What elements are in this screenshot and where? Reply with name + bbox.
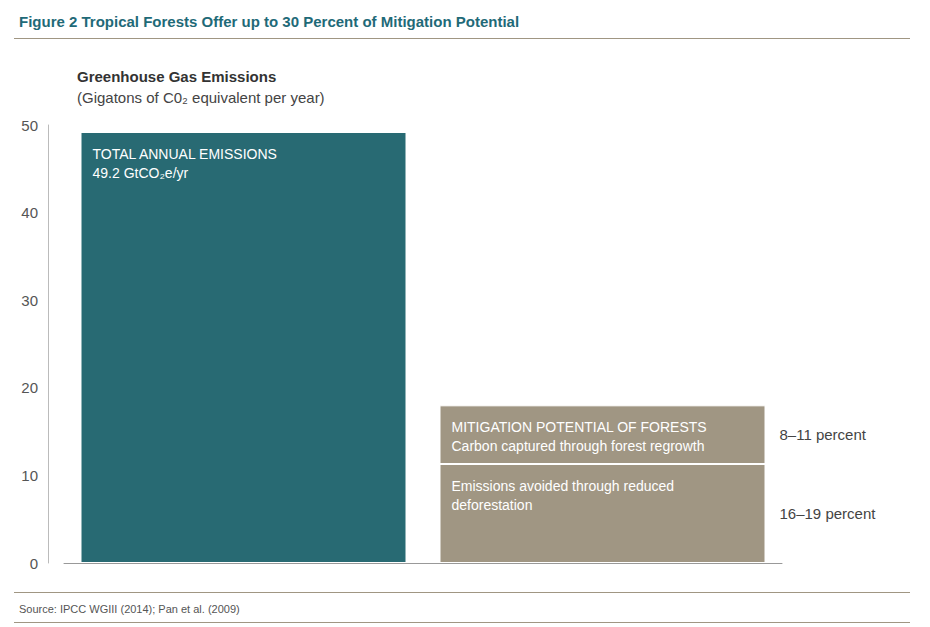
svg-text:TOTAL ANNUAL EMISSIONS: TOTAL ANNUAL EMISSIONS (93, 146, 277, 162)
svg-text:0: 0 (30, 555, 38, 572)
svg-text:deforestation: deforestation (452, 497, 533, 513)
svg-text:Source: IPCC WGIII (2014); Pan: Source: IPCC WGIII (2014); Pan et al. (2… (19, 603, 240, 615)
svg-text:10: 10 (21, 467, 38, 484)
svg-text:Figure 2 Tropical Forests Offe: Figure 2 Tropical Forests Offer up to 30… (19, 13, 519, 30)
svg-text:30: 30 (21, 292, 38, 309)
svg-text:Emissions avoided through redu: Emissions avoided through reduced (452, 478, 678, 494)
svg-text:Greenhouse Gas Emissions: Greenhouse Gas Emissions (77, 68, 276, 85)
svg-text:40: 40 (21, 204, 38, 221)
svg-text:50: 50 (21, 117, 38, 134)
svg-text:49.2 GtCO₂e/yr: 49.2 GtCO₂e/yr (93, 165, 189, 181)
svg-text:20: 20 (21, 379, 38, 396)
svg-text:MITIGATION POTENTIAL OF FOREST: MITIGATION POTENTIAL OF FORESTS (452, 419, 707, 435)
svg-text:8–11 percent: 8–11 percent (780, 426, 867, 443)
svg-text:Carbon captured through forest: Carbon captured through forest regrowth (452, 438, 705, 454)
svg-text:(Gigatons of C0₂ equivalent pe: (Gigatons of C0₂ equivalent per year) (77, 89, 325, 106)
svg-text:16–19 percent: 16–19 percent (780, 505, 877, 522)
